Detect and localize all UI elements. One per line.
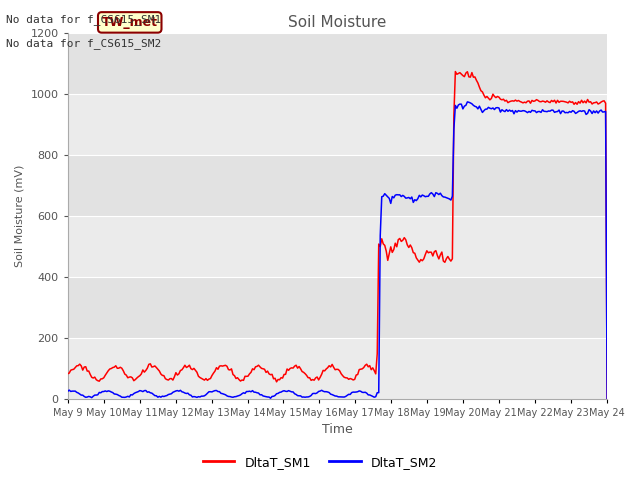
Text: TW_met: TW_met bbox=[102, 16, 157, 29]
Y-axis label: Soil Moisture (mV): Soil Moisture (mV) bbox=[15, 164, 25, 267]
Bar bbox=[68, 276, 607, 337]
Bar bbox=[68, 155, 607, 216]
Bar bbox=[68, 216, 607, 276]
X-axis label: Time: Time bbox=[322, 423, 353, 436]
Bar bbox=[68, 94, 607, 155]
Text: No data for f_CS615_SM2: No data for f_CS615_SM2 bbox=[6, 38, 162, 49]
Legend: DltaT_SM1, DltaT_SM2: DltaT_SM1, DltaT_SM2 bbox=[198, 451, 442, 474]
Bar bbox=[68, 33, 607, 94]
Bar bbox=[68, 337, 607, 398]
Text: No data for f_CS615_SM1: No data for f_CS615_SM1 bbox=[6, 14, 162, 25]
Title: Soil Moisture: Soil Moisture bbox=[288, 15, 387, 30]
